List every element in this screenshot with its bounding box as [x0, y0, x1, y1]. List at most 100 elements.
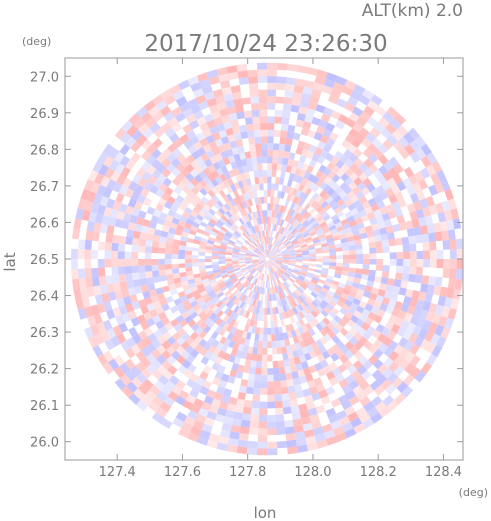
radar-cell: [221, 296, 228, 304]
radar-cell: [205, 264, 213, 269]
radar-cell: [297, 140, 306, 149]
radar-cell: [342, 250, 350, 255]
radar-cell: [274, 249, 281, 255]
radar-cell: [254, 292, 259, 300]
radar-cell: [283, 239, 290, 246]
radar-cell: [181, 299, 191, 307]
radar-cell: [249, 298, 255, 306]
radar-cell: [285, 83, 295, 92]
radar-cell: [443, 297, 453, 309]
radar-cell: [377, 333, 387, 343]
radar-cell: [179, 295, 188, 303]
radar-cell: [404, 362, 416, 375]
radar-cell: [227, 134, 236, 143]
radar-cell: [422, 319, 432, 331]
radar-cell: [302, 262, 310, 266]
radar-cell: [363, 158, 374, 168]
radar-cell: [228, 112, 238, 122]
radar-cell: [441, 200, 451, 212]
radar-cell: [295, 251, 303, 255]
radar-cell: [386, 330, 397, 341]
radar-cell: [166, 355, 177, 365]
radar-cell: [266, 250, 268, 257]
radar-cell: [219, 108, 229, 117]
radar-cell: [198, 210, 206, 218]
radar-cell: [301, 346, 309, 355]
radar-cell: [217, 159, 226, 168]
radar-cell: [303, 221, 311, 229]
radar-cell: [295, 249, 302, 253]
radar-cell: [315, 250, 323, 254]
radar-cell: [330, 420, 342, 430]
radar-cell: [200, 237, 208, 243]
radar-cell: [208, 104, 219, 114]
radar-cell: [328, 361, 338, 371]
radar-cell: [226, 282, 234, 288]
radar-cell: [196, 436, 209, 446]
radar-cell: [332, 235, 341, 242]
radar-cell: [239, 209, 246, 217]
radar-cell: [268, 251, 272, 258]
radar-cell: [261, 237, 265, 245]
radar-cell: [115, 192, 125, 204]
radar-cell: [185, 246, 193, 252]
radar-cell: [255, 204, 260, 212]
radar-cell: [134, 223, 143, 233]
radar-cell: [281, 252, 289, 255]
radar-cell: [267, 62, 278, 70]
radar-cell: [144, 259, 152, 266]
radar-cell: [149, 184, 159, 195]
x-tick-label: 127.8: [229, 465, 266, 480]
radar-cell: [171, 341, 181, 351]
radar-cell: [245, 259, 252, 261]
radar-cell: [104, 339, 115, 351]
radar-cell: [226, 403, 237, 412]
radar-cell: [267, 368, 274, 375]
radar-cell: [125, 159, 136, 171]
radar-cell: [284, 281, 290, 288]
radar-cell: [171, 254, 179, 259]
radar-cell: [398, 136, 410, 149]
radar-cell: [394, 113, 407, 125]
radar-cell: [326, 187, 335, 196]
radar-cell: [344, 332, 354, 341]
radar-cell: [232, 214, 239, 221]
radar-cell: [349, 259, 357, 264]
radar-cell: [334, 243, 342, 249]
radar-cell: [248, 76, 258, 84]
radar-cell: [200, 207, 209, 215]
radar-cell: [379, 227, 388, 235]
radar-cell: [264, 260, 267, 268]
radar-cell: [313, 212, 321, 220]
radar-cell: [245, 262, 253, 265]
radar-cell: [350, 207, 359, 216]
radar-cell: [322, 261, 330, 266]
radar-cell: [267, 401, 276, 409]
radar-cell: [99, 284, 108, 295]
radar-cell: [236, 398, 245, 407]
radar-cell: [106, 179, 117, 191]
radar-cell: [274, 279, 278, 287]
radar-cell: [216, 167, 224, 176]
radar-cell: [152, 369, 163, 380]
radar-cell: [125, 273, 133, 282]
radar-cell: [309, 159, 317, 168]
radar-cell: [248, 83, 259, 91]
radar-cell: [272, 217, 276, 225]
radar-cell: [222, 322, 230, 331]
radar-cell: [295, 313, 302, 321]
radar-cell: [254, 177, 260, 185]
radar-cell: [223, 234, 231, 240]
radar-cell: [278, 143, 286, 152]
radar-cell: [250, 234, 256, 242]
radar-cell: [214, 274, 222, 279]
radar-cell: [290, 343, 297, 352]
radar-cell: [267, 428, 277, 436]
radar-cell: [227, 437, 239, 447]
radar-cell: [92, 276, 100, 287]
radar-cell: [325, 386, 336, 396]
radar-cell: [363, 385, 374, 397]
radar-cell: [283, 151, 290, 159]
radar-cell: [280, 123, 289, 132]
radar-cell: [172, 417, 185, 428]
